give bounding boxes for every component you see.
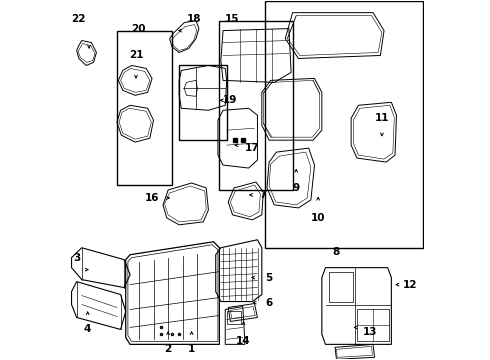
Text: 8: 8 — [333, 247, 340, 257]
Text: 2: 2 — [165, 345, 172, 354]
Text: 22: 22 — [72, 14, 86, 24]
Text: 5: 5 — [266, 273, 273, 283]
Text: 13: 13 — [363, 327, 377, 337]
Bar — [220, 21, 293, 190]
Text: 10: 10 — [311, 213, 325, 223]
Text: 15: 15 — [225, 14, 240, 24]
Bar — [117, 31, 172, 185]
Text: 16: 16 — [145, 193, 159, 203]
Text: 11: 11 — [375, 113, 389, 123]
Bar — [227, 311, 242, 324]
Text: 21: 21 — [129, 50, 143, 60]
Bar — [329, 272, 353, 302]
Text: 14: 14 — [236, 336, 251, 346]
Text: 12: 12 — [402, 280, 417, 289]
Text: 19: 19 — [223, 95, 238, 105]
Text: 7: 7 — [260, 190, 267, 200]
Text: 6: 6 — [266, 297, 273, 307]
Text: 18: 18 — [187, 14, 201, 24]
Bar — [265, 1, 423, 248]
Text: 3: 3 — [73, 253, 80, 263]
Text: 4: 4 — [84, 324, 91, 334]
Bar — [357, 310, 389, 341]
Bar — [179, 66, 227, 140]
Text: 9: 9 — [293, 183, 300, 193]
Text: 17: 17 — [245, 143, 260, 153]
Text: 20: 20 — [131, 24, 146, 33]
Text: 1: 1 — [188, 345, 195, 354]
